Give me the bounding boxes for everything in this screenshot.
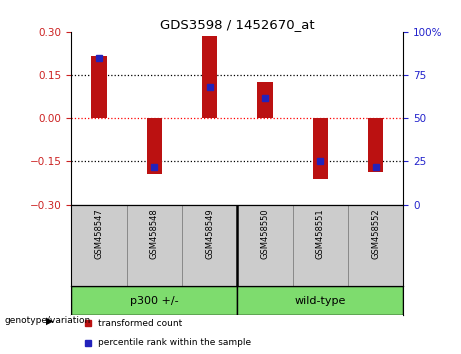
Bar bbox=[202, 36, 218, 118]
Bar bbox=[71, 286, 237, 315]
Text: GSM458551: GSM458551 bbox=[316, 209, 325, 259]
Text: percentile rank within the sample: percentile rank within the sample bbox=[98, 338, 251, 347]
Text: ▶: ▶ bbox=[46, 315, 53, 325]
Bar bbox=[237, 286, 403, 315]
Text: wild-type: wild-type bbox=[295, 296, 346, 306]
Title: GDS3598 / 1452670_at: GDS3598 / 1452670_at bbox=[160, 18, 315, 31]
Text: p300 +/-: p300 +/- bbox=[130, 296, 179, 306]
Bar bbox=[91, 56, 107, 118]
Text: GSM458548: GSM458548 bbox=[150, 209, 159, 259]
Bar bbox=[147, 118, 162, 175]
Bar bbox=[313, 118, 328, 179]
Text: GSM458550: GSM458550 bbox=[260, 209, 270, 259]
Text: GSM458552: GSM458552 bbox=[371, 209, 380, 259]
Text: genotype/variation: genotype/variation bbox=[5, 316, 91, 325]
Text: GSM458549: GSM458549 bbox=[205, 209, 214, 259]
Text: transformed count: transformed count bbox=[98, 319, 182, 328]
Text: GSM458547: GSM458547 bbox=[95, 209, 104, 259]
Bar bbox=[368, 118, 384, 172]
Bar bbox=[257, 82, 273, 118]
